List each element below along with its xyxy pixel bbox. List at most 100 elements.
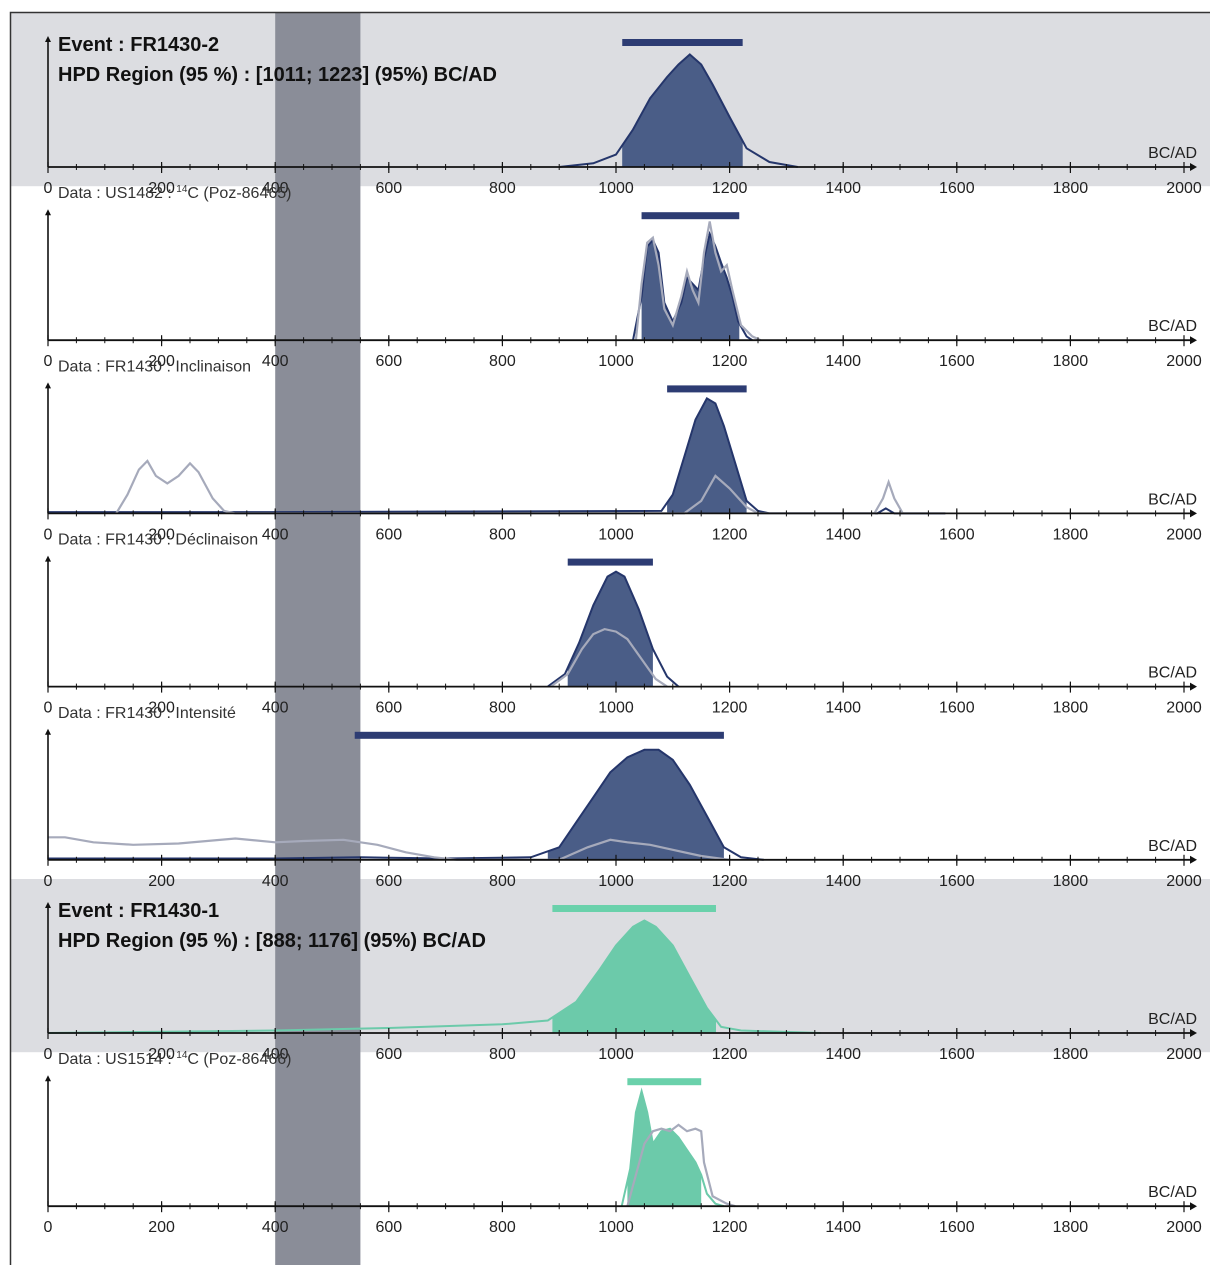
x-tick-label: 1200 [712, 873, 748, 890]
x-tick-label: 0 [44, 1046, 53, 1063]
raw-density-curve [48, 836, 730, 861]
x-tick-label: 1000 [598, 700, 634, 717]
chart-panels: 0 200 400 600 800 1000 1200 1400 1600 1800 2000BC/… [44, 34, 1202, 1236]
hpd-bar [627, 1078, 702, 1086]
raw-density-curve [626, 1123, 736, 1208]
x-tick-label: 2000 [1166, 1219, 1202, 1236]
x-tick-label: 1000 [598, 526, 634, 543]
hpd-fill [667, 398, 747, 514]
data-title-superscript: 14 [176, 1050, 188, 1061]
hpd-bar [641, 212, 740, 220]
density-curve [48, 397, 946, 515]
hpd-bar [567, 558, 653, 566]
x-tick-label: 1400 [825, 1219, 861, 1236]
x-tick-label: 1400 [825, 353, 861, 370]
x-tick-label: 1800 [1053, 873, 1089, 890]
x-tick-label: 800 [489, 700, 516, 717]
x-tick-label: 1600 [939, 873, 975, 890]
x-axis-arrow [1190, 1029, 1197, 1037]
x-tick-label: 1800 [1053, 1046, 1089, 1063]
hpd-fill [547, 749, 724, 860]
x-tick-label: 600 [375, 1219, 402, 1236]
data-title: Data : FR1430 : Inclinaison [58, 358, 251, 375]
x-tick-label: 1800 [1053, 526, 1089, 543]
x-tick-label: 800 [489, 353, 516, 370]
panel: 0 200 400 600 800 1000 1200 1400 1600 1800 2000 BC/… [44, 705, 1202, 890]
x-tick-label: 1000 [598, 873, 634, 890]
x-tick-label: 1600 [939, 180, 975, 197]
x-tick-label: 0 [44, 526, 53, 543]
x-tick-label: 600 [375, 180, 402, 197]
x-tick-label: 400 [262, 873, 289, 890]
x-tick-label: 1200 [712, 1219, 748, 1236]
y-axis-arrow [45, 555, 51, 562]
x-tick-label: 1800 [1053, 1219, 1089, 1236]
x-axis-label: BC/AD [1148, 491, 1197, 508]
data-title-prefix: Data : US1482 : [58, 185, 176, 202]
x-tick-label: 400 [262, 1219, 289, 1236]
x-tick-label: 2000 [1166, 700, 1202, 717]
x-axis-arrow [1190, 1202, 1197, 1211]
x-tick-label: 1800 [1053, 180, 1089, 197]
x-tick-label: 600 [375, 873, 402, 890]
hpd-bar [552, 905, 716, 912]
x-tick-label: 1000 [598, 1046, 634, 1063]
panel: 0 200 400 600 800 1000 1200 1400 1600 1800 2000 BC/… [44, 358, 1202, 543]
x-tick-label: 2000 [1166, 353, 1202, 370]
density-curve [620, 1087, 725, 1208]
event-subtitle: HPD Region (95 %) : [888; 1176] (95%) BC… [58, 930, 486, 952]
y-axis-arrow [45, 902, 51, 908]
y-axis-arrow [45, 382, 51, 389]
x-tick-label: 1200 [712, 700, 748, 717]
x-tick-label: 2000 [1166, 1046, 1202, 1063]
data-title-superscript: 14 [176, 184, 188, 195]
x-tick-label: 0 [44, 180, 53, 197]
x-tick-label: 1600 [939, 1046, 975, 1063]
x-tick-label: 2000 [1166, 180, 1202, 197]
x-tick-label: 600 [375, 353, 402, 370]
highlight-band [275, 12, 361, 1265]
density-curve [47, 919, 821, 1034]
panel: 0 200 400 600 800 1000 1200 1400 1600 1800 2000 BC/… [44, 184, 1202, 370]
raw-density-curve [550, 627, 668, 688]
x-tick-label: 0 [44, 353, 53, 370]
hpd-fill [552, 920, 716, 1033]
x-tick-label: 1400 [825, 526, 861, 543]
x-tick-label: 800 [489, 873, 516, 890]
x-tick-label: 1600 [939, 1219, 975, 1236]
hpd-fill [567, 571, 653, 687]
x-tick-label: 200 [148, 180, 175, 197]
x-axis-arrow [1190, 855, 1197, 864]
x-tick-label: 1800 [1053, 353, 1089, 370]
data-title: Data : US1482 : 14C (Poz-86465) [58, 184, 291, 202]
data-title-suffix: C (Poz-86465) [187, 185, 291, 202]
density-curve [48, 748, 764, 861]
x-axis-label: BC/AD [1148, 838, 1197, 855]
density-fills [547, 54, 747, 1207]
hpd-fill [622, 54, 743, 167]
x-tick-label: 0 [44, 700, 53, 717]
density-curve [547, 570, 680, 688]
outer-frame [9, 11, 1210, 1265]
event-title: Event : FR1430-1 [58, 900, 219, 922]
panel: 0 200 400 600 800 1000 1200 1400 1600 1800 2000 BC/… [44, 34, 1202, 197]
data-title: Data : FR1430 : Intensité [58, 705, 236, 722]
x-tick-label: 400 [262, 180, 289, 197]
data-title: Data : FR1430 : Déclinaison [58, 532, 258, 549]
y-axis-arrow [45, 728, 51, 735]
x-tick-label: 1000 [598, 1219, 634, 1236]
x-tick-label: 1000 [598, 353, 634, 370]
x-tick-label: 0 [44, 873, 53, 890]
panel: 0 200 400 600 800 1000 1200 1400 1600 1800 2000 BC/… [44, 532, 1202, 717]
raw-density-curve [115, 459, 904, 515]
x-axis-arrow [1190, 163, 1197, 171]
x-axis-label: BC/AD [1148, 318, 1197, 335]
x-axis-label: BC/AD [1148, 145, 1197, 162]
x-tick-label: 2000 [1166, 873, 1202, 890]
event-subtitle: HPD Region (95 %) : [1011; 1223] (95%) B… [58, 64, 497, 86]
x-tick-label: 800 [489, 1219, 516, 1236]
x-tick-label: 1200 [712, 1046, 748, 1063]
x-tick-label: 1600 [939, 353, 975, 370]
data-title-prefix: Data : FR1430 : Déclinaison [58, 532, 258, 549]
